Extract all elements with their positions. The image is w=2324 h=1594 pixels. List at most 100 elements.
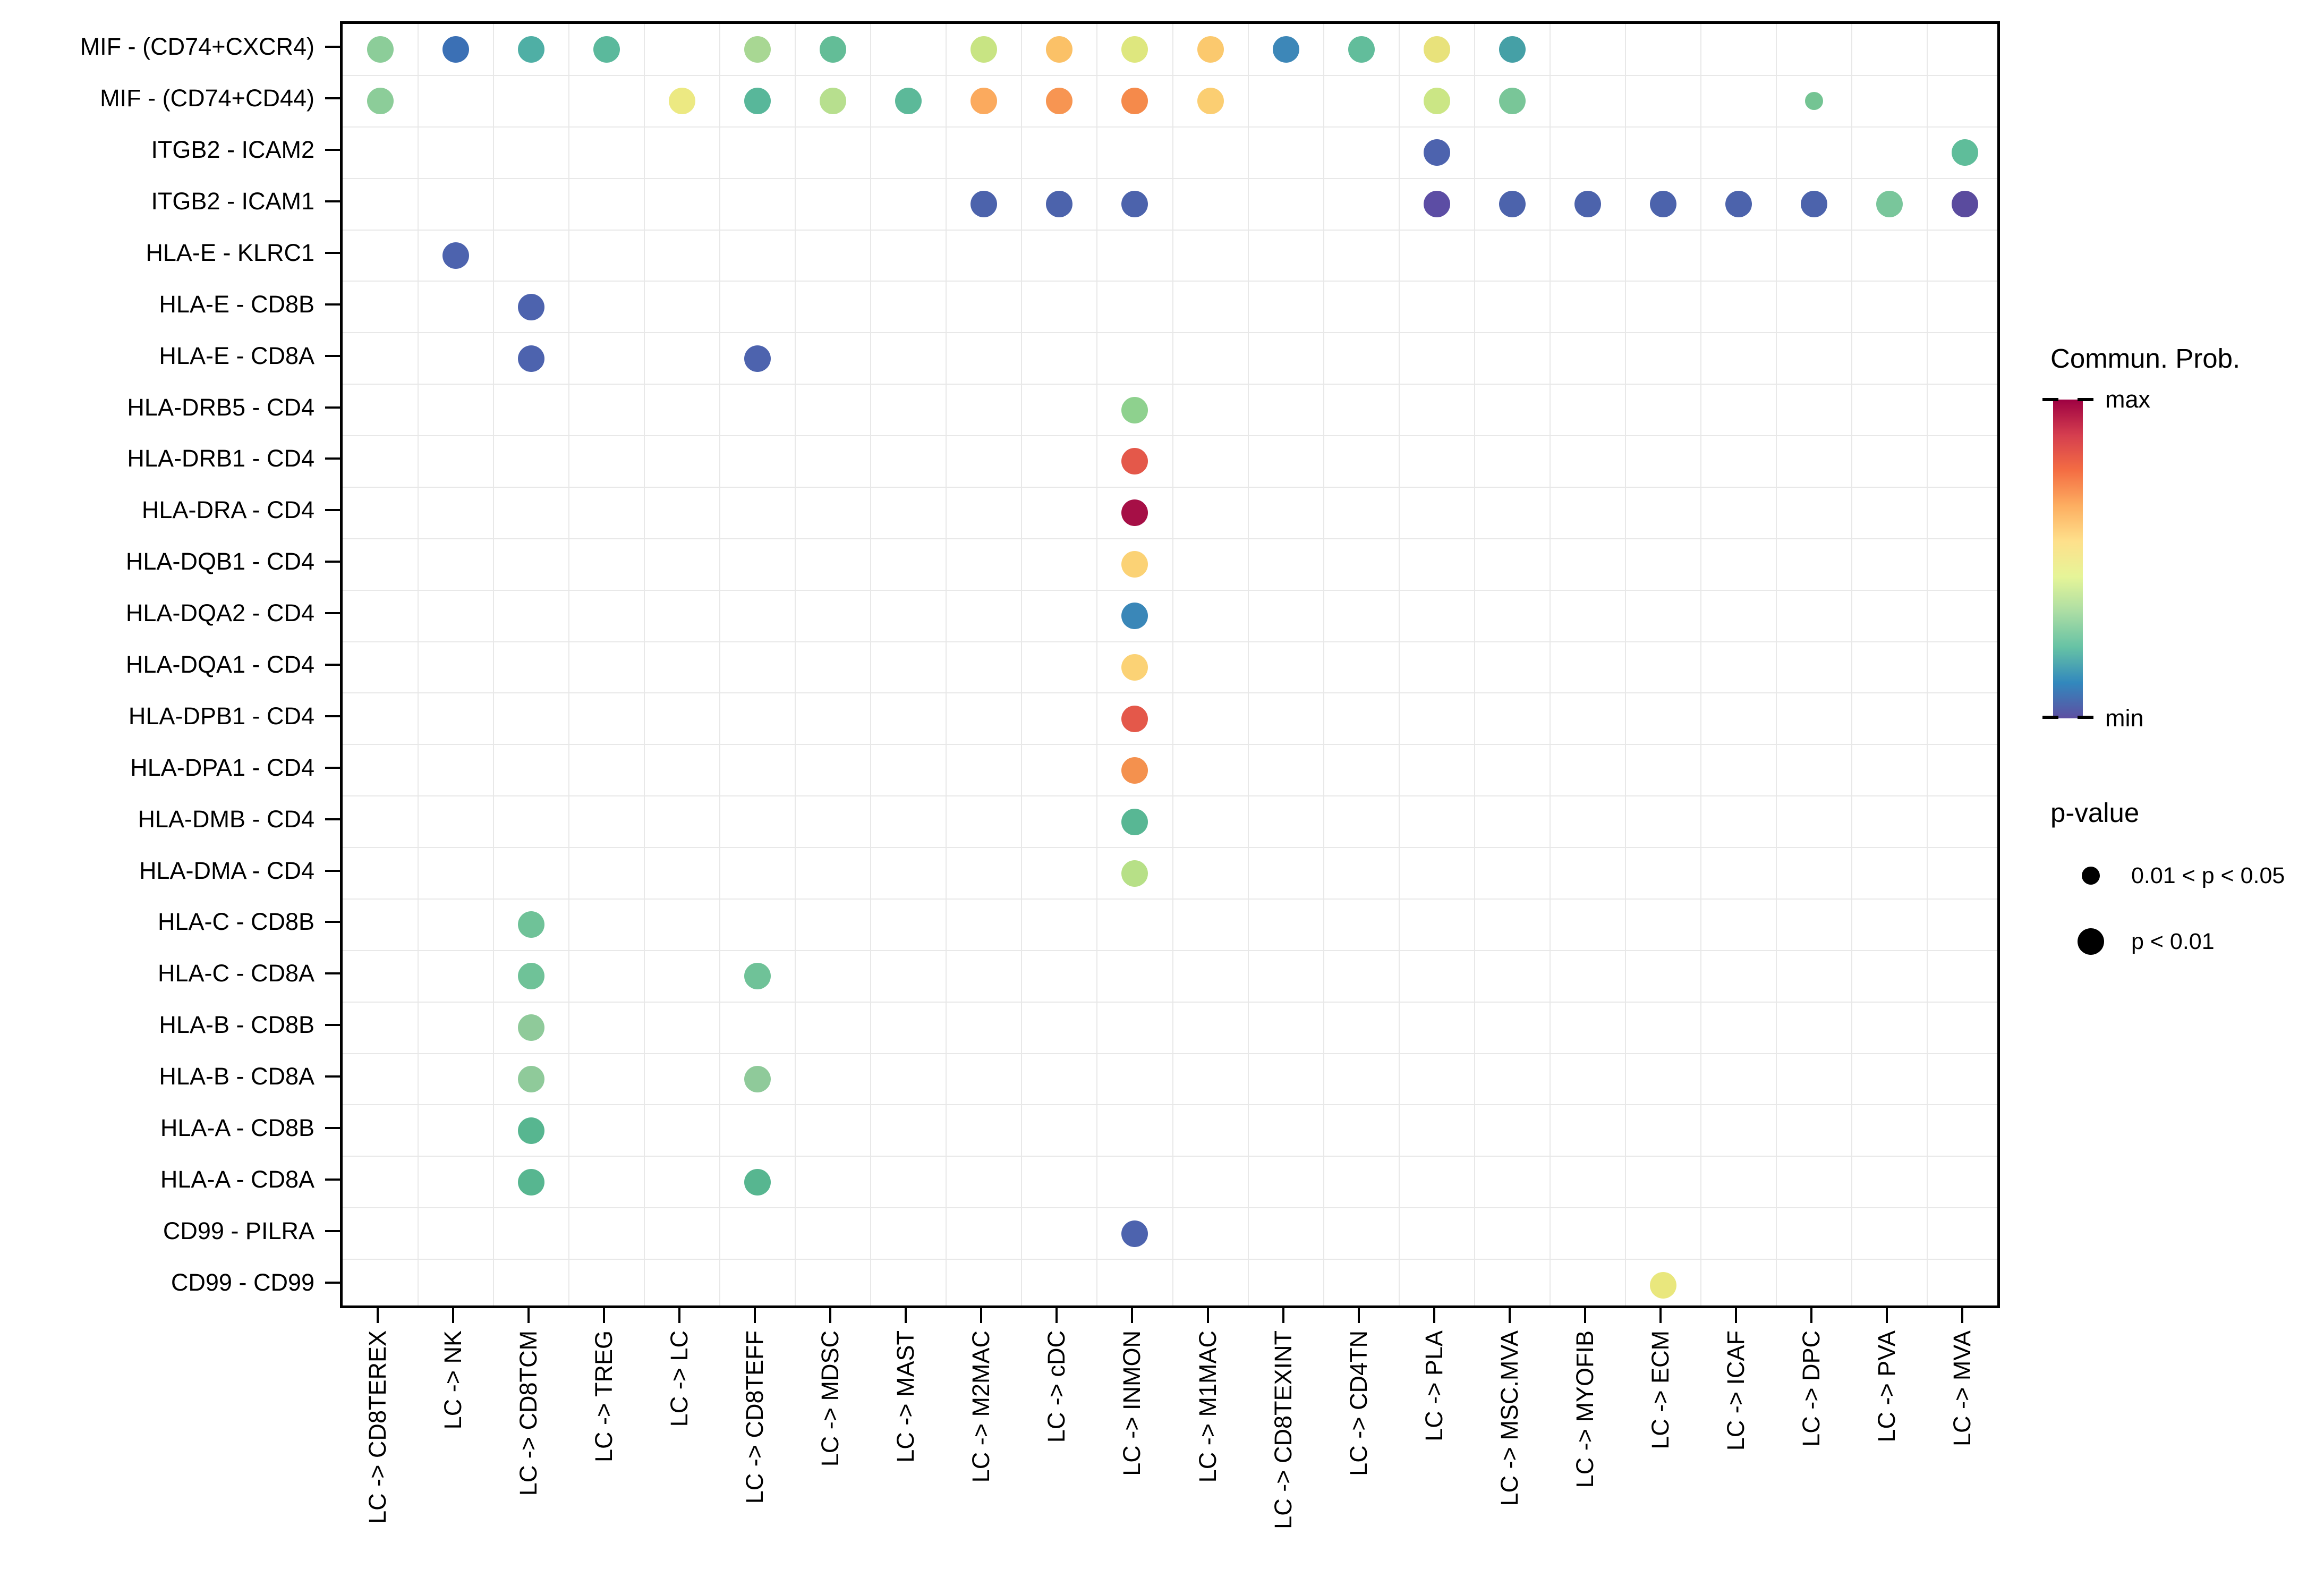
y-axis-tick	[325, 1075, 340, 1078]
data-dot	[971, 88, 998, 115]
y-axis-label: MIF - (CD74+CXCR4)	[80, 33, 314, 61]
y-axis-label: HLA-DRA - CD4	[141, 496, 314, 524]
gridline-vertical	[1624, 24, 1626, 1305]
x-axis-label: LC -> ICAF	[1722, 1330, 1749, 1451]
data-dot	[1951, 139, 1978, 166]
data-dot	[971, 36, 998, 63]
y-axis-tick	[325, 457, 340, 460]
data-dot	[442, 36, 470, 63]
x-axis-label: LC -> MYOFIB	[1571, 1330, 1598, 1488]
x-axis-label: LC -> PVA	[1872, 1330, 1900, 1443]
x-axis-label: LC -> NK	[439, 1330, 467, 1430]
x-axis-label: LC -> cDC	[1043, 1330, 1070, 1443]
data-dot	[1121, 396, 1148, 423]
data-dot	[1499, 191, 1526, 218]
colorbar-max-tick-left	[2042, 398, 2058, 401]
y-axis-tick	[325, 869, 340, 872]
pvalue-large-dot-label: p < 0.01	[2131, 929, 2215, 954]
x-axis-tick	[1357, 1308, 1360, 1323]
x-axis-tick	[980, 1308, 983, 1323]
gridline-horizontal	[343, 1001, 1997, 1003]
gridline-horizontal	[343, 486, 1997, 488]
data-dot	[1272, 36, 1299, 63]
gridline-horizontal	[343, 229, 1997, 231]
y-axis-tick	[325, 251, 340, 254]
data-dot	[1499, 36, 1526, 63]
y-axis-tick	[325, 612, 340, 615]
gridline-horizontal	[343, 384, 1997, 385]
pvalue-small-dot-label: 0.01 < p < 0.05	[2131, 863, 2285, 888]
data-dot	[518, 963, 545, 990]
y-axis-label: HLA-E - KLRC1	[146, 239, 314, 266]
data-dot	[1197, 36, 1224, 63]
gridline-vertical	[1172, 24, 1173, 1305]
y-axis-label: HLA-DRB1 - CD4	[127, 445, 314, 472]
gridline-horizontal	[343, 538, 1997, 539]
gridline-horizontal	[343, 795, 1997, 797]
x-axis-tick	[678, 1308, 681, 1323]
x-axis-label: LC -> MAST	[892, 1330, 920, 1463]
data-dot	[744, 36, 771, 63]
gridline-vertical	[946, 24, 947, 1305]
data-dot	[820, 88, 847, 115]
gridline-horizontal	[343, 589, 1997, 591]
y-axis-label: ITGB2 - ICAM2	[151, 136, 314, 164]
gridline-horizontal	[343, 126, 1997, 128]
data-dot	[518, 36, 545, 63]
gridline-vertical	[1474, 24, 1475, 1305]
data-dot	[1725, 191, 1752, 218]
x-axis-tick	[452, 1308, 455, 1323]
y-axis-tick	[325, 818, 340, 820]
gridline-horizontal	[343, 1156, 1997, 1157]
x-axis-label: LC -> CD4TN	[1344, 1330, 1372, 1476]
data-dot	[518, 293, 545, 320]
y-axis-label: HLA-C - CD8B	[157, 908, 314, 936]
gridline-horizontal	[343, 435, 1997, 437]
x-axis-tick	[1282, 1308, 1284, 1323]
data-dot	[1348, 36, 1375, 63]
x-axis-label: LC -> CD8TEREX	[364, 1330, 391, 1524]
y-axis-label: HLA-A - CD8A	[160, 1165, 314, 1193]
data-dot	[744, 1168, 771, 1196]
data-dot	[1423, 36, 1450, 63]
y-axis-label: HLA-B - CD8B	[159, 1011, 314, 1039]
data-dot	[518, 345, 545, 372]
x-axis-tick	[1961, 1308, 1963, 1323]
gridline-vertical	[418, 24, 419, 1305]
y-axis-label: HLA-B - CD8A	[159, 1063, 314, 1090]
data-dot	[744, 88, 771, 115]
pvalue-legend-title: p-value	[2050, 798, 2140, 828]
data-dot	[1121, 499, 1148, 527]
gridline-horizontal	[343, 332, 1997, 334]
data-dot	[1121, 551, 1148, 578]
data-dot	[1649, 191, 1676, 218]
data-dot	[1423, 88, 1450, 115]
gridline-horizontal	[343, 692, 1997, 694]
gridline-horizontal	[343, 74, 1997, 76]
x-axis-label: LC -> CD8TCM	[515, 1330, 542, 1496]
data-dot	[1423, 191, 1450, 218]
data-dot	[1121, 654, 1148, 681]
gridline-horizontal	[343, 177, 1997, 179]
data-dot	[1046, 88, 1073, 115]
y-axis-label: HLA-DPA1 - CD4	[130, 753, 314, 781]
y-axis-label: CD99 - CD99	[171, 1268, 314, 1296]
y-axis-tick	[325, 1281, 340, 1284]
gridline-horizontal	[343, 1053, 1997, 1054]
y-axis-label: ITGB2 - ICAM1	[151, 188, 314, 215]
gridline-vertical	[1021, 24, 1023, 1305]
x-axis-label: LC -> MDSC	[816, 1330, 844, 1467]
x-axis-tick	[1055, 1308, 1058, 1323]
colorbar-max-label: max	[2105, 386, 2151, 413]
gridline-vertical	[1775, 24, 1777, 1305]
data-dot	[1121, 603, 1148, 630]
gridline-vertical	[1398, 24, 1400, 1305]
x-axis-tick	[1885, 1308, 1888, 1323]
gridline-horizontal	[343, 949, 1997, 951]
data-dot	[518, 1066, 545, 1093]
x-axis-tick	[905, 1308, 907, 1323]
x-axis-tick	[1508, 1308, 1511, 1323]
data-dot	[1046, 191, 1073, 218]
x-axis-label: LC -> MSC.MVA	[1495, 1330, 1523, 1506]
